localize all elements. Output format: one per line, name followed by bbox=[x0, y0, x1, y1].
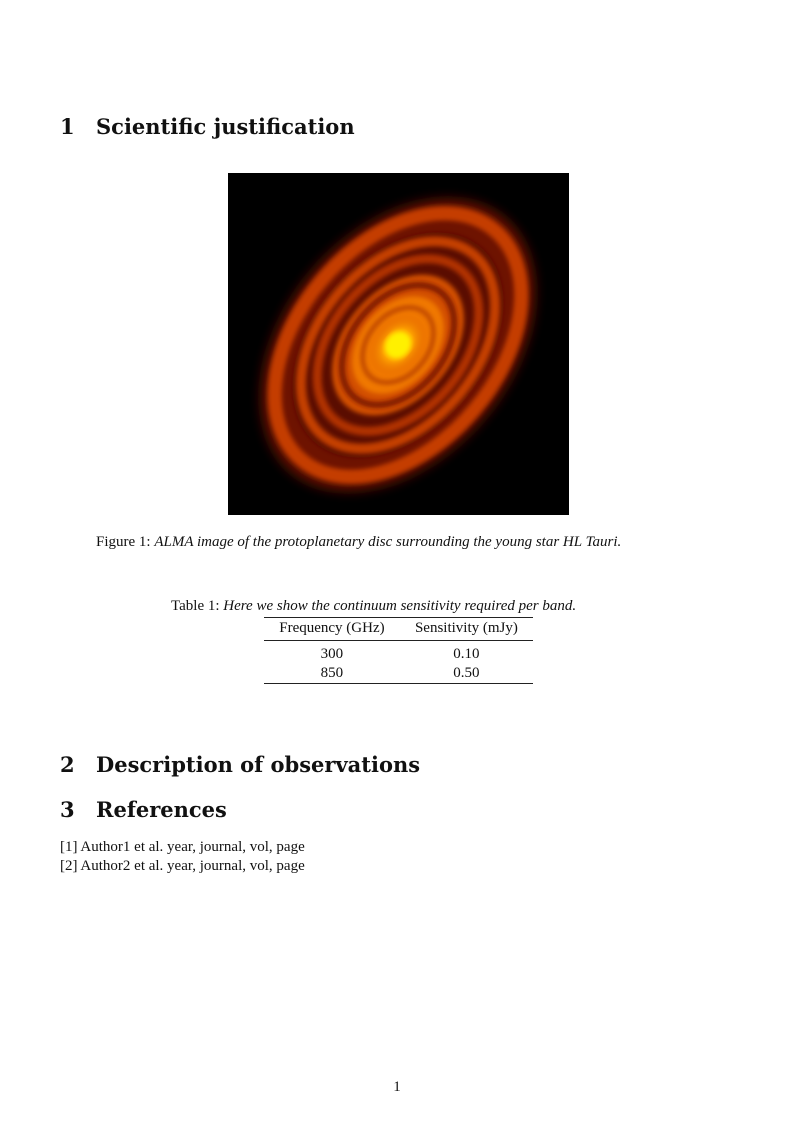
table-cell: 0.50 bbox=[453, 665, 480, 681]
figure-caption: Figure 1: ALMA image of the protoplaneta… bbox=[96, 534, 622, 550]
table-row: 850 0.50 bbox=[264, 664, 533, 684]
table-row: 300 0.10 bbox=[264, 641, 533, 665]
reference-item: [2] Author2 et al. year, journal, vol, p… bbox=[60, 858, 305, 874]
hl-tauri-disc-image bbox=[228, 173, 569, 515]
column-header: Sensitivity (mJy) bbox=[414, 620, 518, 636]
section-heading-2: 2 Description of observations bbox=[60, 752, 421, 777]
table-cell: 300 bbox=[320, 646, 344, 662]
section-heading-1: 1 Scientific justification bbox=[60, 114, 355, 139]
page-number: 1 bbox=[393, 1079, 401, 1095]
table-caption: Table 1: Here we show the continuum sens… bbox=[171, 598, 577, 614]
table-header-row: Frequency (GHz) Sensitivity (mJy) bbox=[264, 617, 533, 641]
sensitivity-table: Frequency (GHz) Sensitivity (mJy) 300 0.… bbox=[264, 617, 533, 684]
reference-item: [1] Author1 et al. year, journal, vol, p… bbox=[60, 839, 305, 855]
table-cell: 0.10 bbox=[453, 646, 480, 662]
table-cell: 850 bbox=[320, 665, 344, 681]
column-header: Frequency (GHz) bbox=[279, 620, 385, 636]
section-heading-3: 3 References bbox=[60, 797, 227, 822]
